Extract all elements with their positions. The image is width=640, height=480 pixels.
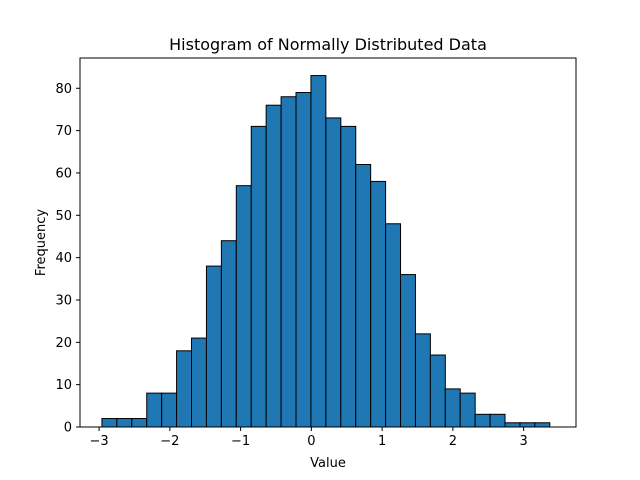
x-tick-label: 3 [519,434,527,449]
histogram-bar [220,240,237,428]
y-tick-label: 40 [55,251,72,266]
histogram-bar [250,125,267,428]
x-tick-label: 1 [378,434,386,449]
y-tick-label: 10 [55,378,72,393]
x-tick-label: −2 [160,434,179,449]
histogram-bar [146,392,163,428]
plot-frame [79,57,577,428]
y-axis-ticks: 0 10 20 30 40 50 60 70 80 [55,82,80,436]
histogram-bar [459,392,476,428]
histogram-bar [414,333,431,428]
x-tick-label: 0 [307,434,315,449]
histogram-bar [280,96,297,428]
y-tick-label: 60 [55,166,72,181]
y-tick-label: 80 [55,82,72,97]
histogram-bar [340,125,357,428]
histogram-bar [235,185,252,428]
histogram-bar [295,92,312,428]
histogram-bar [534,422,551,428]
histogram-bar [355,163,372,428]
y-axis-label: Frequency [34,209,49,276]
histogram-bar [176,350,193,428]
x-tick-label: 2 [449,434,457,449]
y-tick-label: 20 [55,336,72,351]
histogram-bar [370,180,387,428]
y-tick-label: 70 [55,124,72,139]
histogram-bar [429,354,446,428]
histogram-bar [385,223,402,428]
histogram-bar [504,422,521,428]
chart-title: Histogram of Normally Distributed Data [169,35,487,54]
x-axis-label: Value [310,456,346,471]
histogram-bar [444,388,461,428]
y-tick-label: 30 [55,293,72,308]
histogram-bar [265,104,282,428]
histogram-bar [116,418,133,428]
histogram-bar [400,274,416,428]
histogram-bar [101,418,118,428]
histogram-bar [191,337,207,428]
x-tick-label: −3 [90,434,109,449]
histogram-bar [489,413,506,428]
histogram-bar [161,392,178,428]
x-tick-label: −1 [231,434,250,449]
histogram-bar [310,75,327,428]
x-axis-ticks: −3 −2 −1 0 1 2 3 [90,427,528,449]
histogram-bar [131,418,148,428]
histogram-bar [325,117,342,428]
y-tick-label: 0 [64,421,72,436]
y-tick-label: 50 [55,209,72,224]
histogram-bar [205,265,222,428]
histogram-bar [474,413,491,428]
histogram-bar [519,422,536,428]
